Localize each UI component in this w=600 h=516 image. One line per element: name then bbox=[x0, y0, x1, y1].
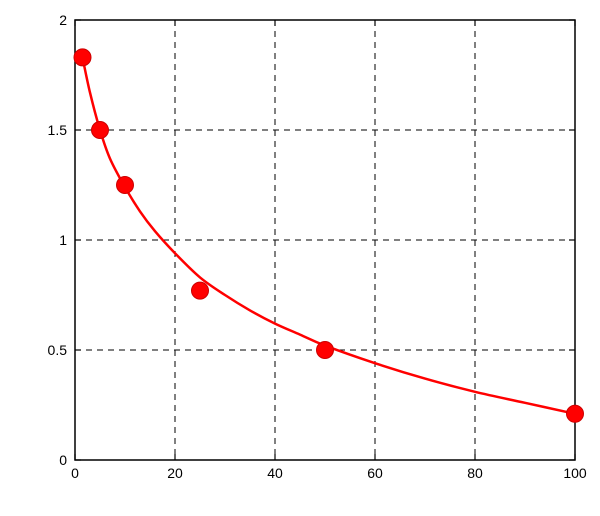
data-point bbox=[74, 49, 91, 66]
x-tick-label: 0 bbox=[71, 465, 79, 481]
y-tick-label: 2 bbox=[59, 12, 67, 28]
chart-svg: 0 20 40 60 80 100 0 0.5 1 1.5 2 bbox=[0, 0, 600, 516]
data-point bbox=[567, 405, 584, 422]
y-tick-label: 1 bbox=[59, 232, 67, 248]
y-tick-label: 1.5 bbox=[48, 122, 68, 138]
data-point bbox=[192, 282, 209, 299]
x-tick-label: 100 bbox=[563, 465, 587, 481]
x-tick-label: 40 bbox=[267, 465, 283, 481]
x-tick-label: 60 bbox=[367, 465, 383, 481]
x-tick-label: 20 bbox=[167, 465, 183, 481]
data-point bbox=[92, 122, 109, 139]
x-tick-label: 80 bbox=[467, 465, 483, 481]
y-tick-label: 0.5 bbox=[48, 342, 68, 358]
chart-figure: Y OD X ng/mL 02040608010000.511.52 bbox=[0, 0, 600, 516]
data-point bbox=[317, 342, 334, 359]
data-point bbox=[117, 177, 134, 194]
y-tick-label: 0 bbox=[59, 452, 67, 468]
